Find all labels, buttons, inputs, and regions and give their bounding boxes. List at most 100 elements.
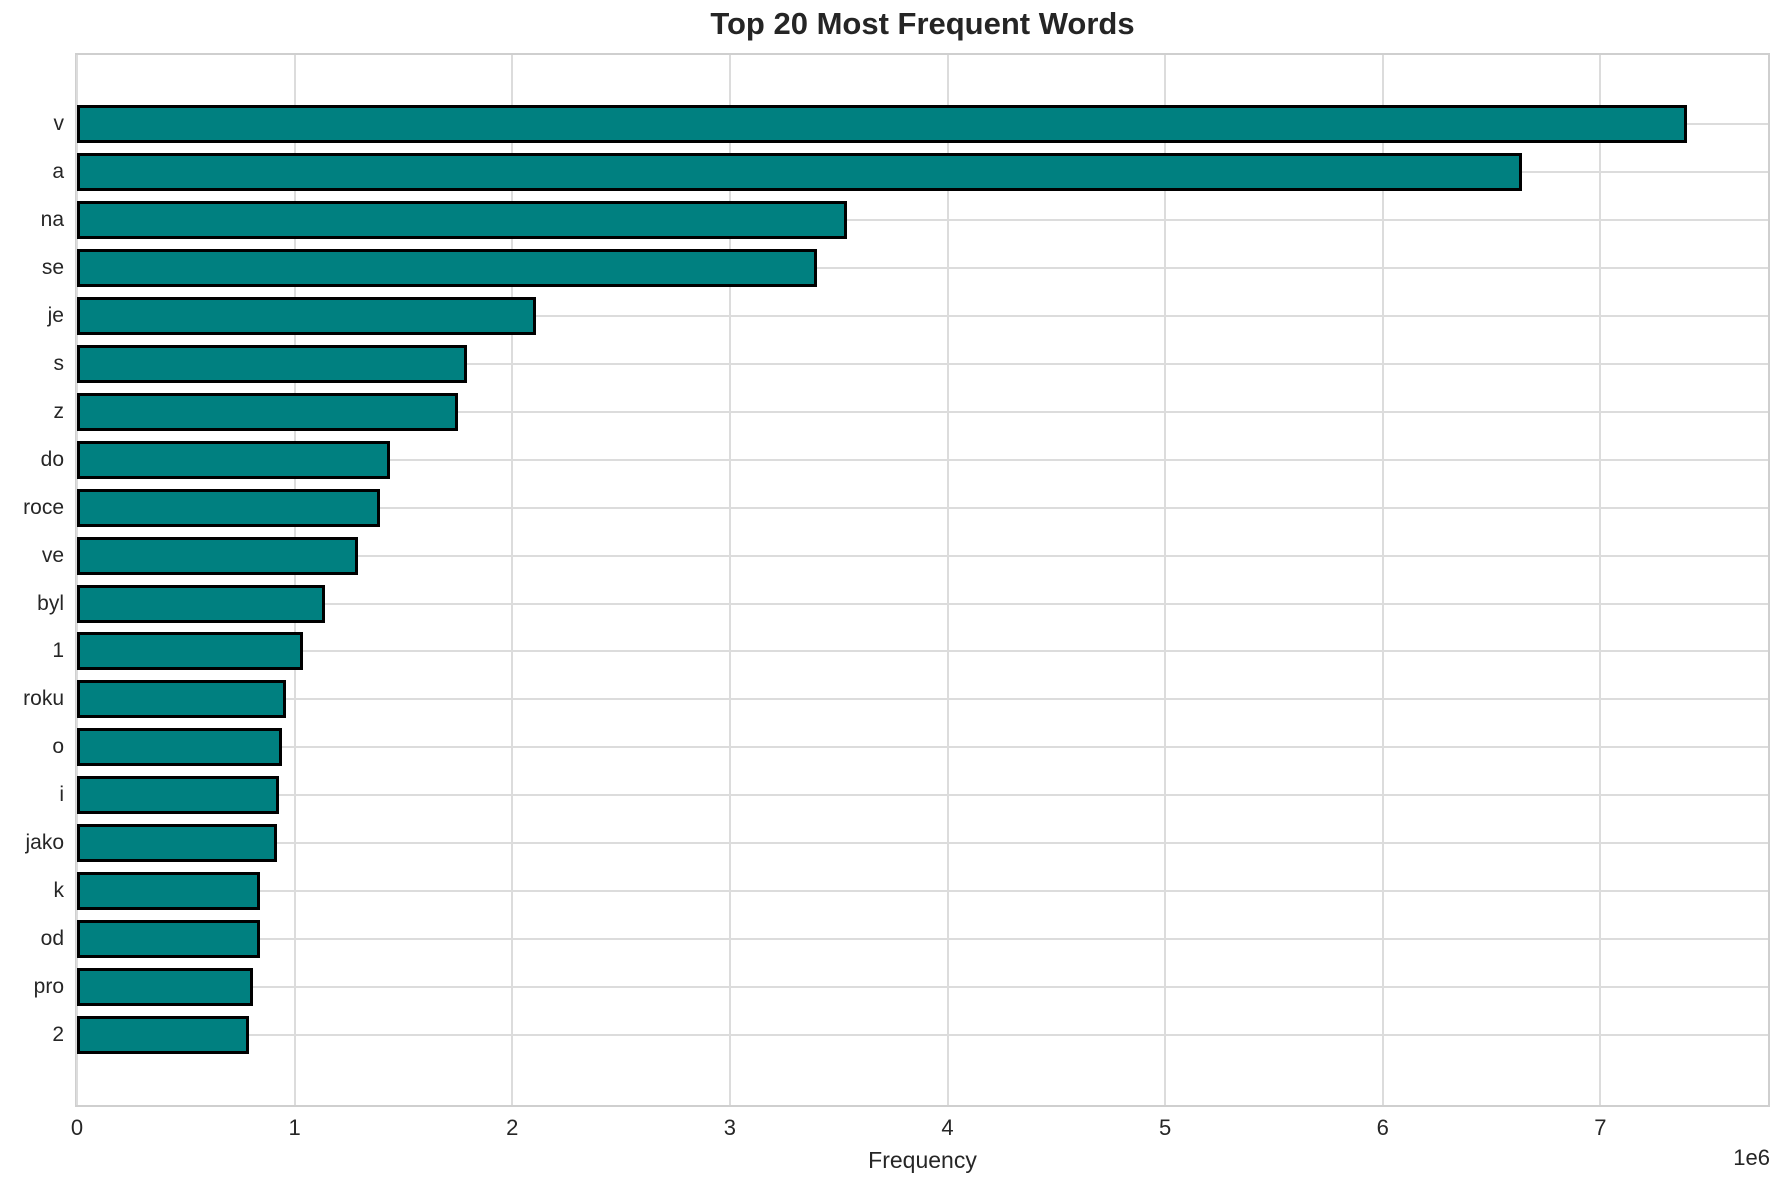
x-tick-label: 7 xyxy=(1594,1115,1607,1140)
axis-scale-offset-label: 1e6 xyxy=(1733,1145,1770,1170)
y-gridline xyxy=(77,986,1768,989)
y-tick-label: roce xyxy=(23,495,64,519)
bar xyxy=(77,920,260,959)
y-gridline xyxy=(77,218,1768,221)
bar-row: jako xyxy=(25,819,1768,867)
plot-area: v a na se je s z do roce ve byl 1 roku o i jako k od pro 2 … xyxy=(23,53,1770,1173)
bar xyxy=(77,392,458,431)
x-gridline xyxy=(293,55,296,1105)
bar-row: od xyxy=(41,915,1768,963)
bar-row: v xyxy=(54,100,1768,148)
x-tick-label: 1 xyxy=(288,1115,301,1140)
bar xyxy=(77,104,1688,143)
y-gridline xyxy=(77,458,1768,461)
y-gridline xyxy=(77,506,1768,509)
x-gridline xyxy=(728,55,731,1105)
bar xyxy=(77,440,391,479)
bar-row: k xyxy=(54,867,1768,915)
bar-row: 2 xyxy=(52,1011,1768,1059)
bar xyxy=(77,200,848,239)
y-gridline xyxy=(77,842,1768,845)
y-gridline xyxy=(77,938,1768,941)
y-gridline xyxy=(77,362,1768,365)
x-tick-label: 4 xyxy=(941,1115,954,1140)
y-gridline xyxy=(77,746,1768,749)
bar xyxy=(77,296,537,335)
x-gridline xyxy=(946,55,949,1105)
x-gridline xyxy=(76,55,78,1105)
x-tick-label: 5 xyxy=(1159,1115,1172,1140)
y-gridline xyxy=(77,266,1768,269)
y-tick-label: do xyxy=(40,447,64,471)
x-tick-label: 6 xyxy=(1376,1115,1389,1140)
bar-row: pro xyxy=(34,963,1768,1011)
bar-row: ve xyxy=(42,532,1768,580)
bar-row: do xyxy=(41,436,1768,484)
bar xyxy=(77,1016,249,1055)
chart-title: Top 20 Most Frequent Words xyxy=(710,6,1135,41)
bar-row: s xyxy=(54,340,1768,388)
bar xyxy=(77,680,286,719)
bars-container: v a na se je s z do roce ve byl 1 roku o i jako k od pro 2 xyxy=(23,100,1768,1059)
y-tick-label: z xyxy=(53,399,65,423)
bar xyxy=(77,536,358,575)
bar xyxy=(77,344,467,383)
bar xyxy=(77,776,280,815)
bar-row: z xyxy=(54,388,1768,436)
y-tick-label: o xyxy=(52,735,64,759)
y-gridline xyxy=(77,1034,1768,1037)
y-tick-label: 1 xyxy=(52,639,64,663)
bar-row: byl xyxy=(37,580,1768,628)
y-tick-label: s xyxy=(53,351,65,375)
bar xyxy=(77,488,380,527)
bar-row: roku xyxy=(23,675,1768,723)
y-gridline xyxy=(77,698,1768,701)
x-tick-label: 3 xyxy=(723,1115,737,1140)
y-gridline xyxy=(77,602,1768,605)
x-gridline xyxy=(1381,55,1384,1105)
y-tick-label: 2 xyxy=(52,1023,64,1047)
y-gridline xyxy=(77,794,1768,797)
x-gridline xyxy=(1164,55,1167,1105)
bar xyxy=(77,728,282,767)
bar xyxy=(77,632,304,671)
x-tick-label: 0 xyxy=(70,1115,84,1140)
bar-row: o xyxy=(52,723,1768,771)
y-tick-label: i xyxy=(59,783,64,807)
y-tick-label: na xyxy=(40,207,64,231)
y-tick-label: od xyxy=(40,927,64,951)
bar-row: je xyxy=(48,292,1768,340)
x-axis-label: Frequency xyxy=(868,1147,977,1173)
y-gridline xyxy=(77,650,1768,653)
x-tick-label: 2 xyxy=(506,1115,519,1140)
y-tick-label: jako xyxy=(25,831,64,855)
y-tick-label: byl xyxy=(37,591,64,615)
bar-row: na xyxy=(41,196,1768,244)
bar xyxy=(77,968,254,1007)
y-gridline xyxy=(77,890,1768,893)
y-tick-label: a xyxy=(52,159,64,183)
y-gridline xyxy=(77,554,1768,557)
y-tick-label: ve xyxy=(41,543,64,567)
bar xyxy=(77,824,278,863)
x-gridlines-layer xyxy=(76,55,1768,1105)
bar-row: roce xyxy=(23,484,1768,532)
y-gridline xyxy=(77,410,1768,413)
y-tick-label: k xyxy=(53,879,65,903)
y-gridline xyxy=(77,314,1768,317)
x-gridline xyxy=(511,55,514,1105)
bar-row: se xyxy=(42,244,1768,292)
y-tick-label: roku xyxy=(23,687,64,711)
y-tick-label: je xyxy=(47,303,64,327)
bar-row: i xyxy=(59,771,1768,819)
bar-row: a xyxy=(52,148,1768,196)
bar xyxy=(77,584,326,623)
x-gridline xyxy=(1599,55,1602,1105)
bar xyxy=(77,872,260,911)
bar-row: 1 xyxy=(52,627,1768,675)
bar xyxy=(77,248,817,287)
y-tick-label: pro xyxy=(33,975,64,999)
y-tick-label: v xyxy=(53,111,65,135)
bar xyxy=(77,152,1523,191)
